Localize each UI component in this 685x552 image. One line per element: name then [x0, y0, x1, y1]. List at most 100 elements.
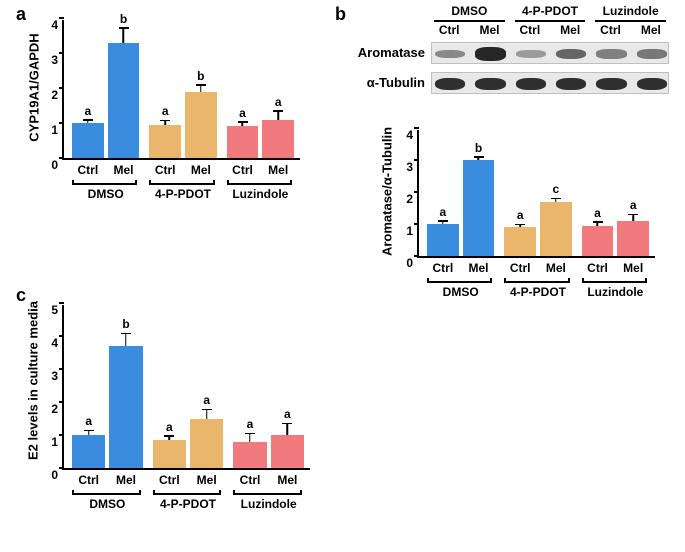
x-tick-label: Mel	[623, 261, 643, 275]
wb-band	[556, 49, 586, 59]
wb-row-label: α-Tubulin	[353, 75, 425, 90]
error-cap	[121, 333, 131, 335]
error-bar	[249, 433, 251, 441]
wb-group-underline	[595, 20, 666, 22]
wb-sub-label: Mel	[641, 23, 661, 37]
y-tick-mark	[414, 127, 419, 129]
x-tick-label: Mel	[197, 473, 217, 487]
bar	[72, 435, 105, 468]
y-tick-label: 2	[51, 402, 64, 416]
error-bar	[125, 333, 127, 346]
bar	[463, 160, 495, 256]
x-tick-label: Mel	[468, 261, 488, 275]
wb-row-label: Aromatase	[353, 45, 425, 60]
group-label: DMSO	[88, 187, 124, 201]
y-tick-mark	[59, 335, 64, 337]
significance-letter: a	[594, 206, 601, 220]
wb-group-label: 4-P-PDOT	[522, 4, 578, 18]
bar	[540, 202, 572, 256]
panel-b-plot: 01234CtrlMelDMSOCtrlMel4-P-PDOTCtrlMelLu…	[417, 130, 655, 258]
bar	[153, 440, 186, 468]
y-tick-label: 0	[51, 468, 64, 482]
significance-letter: a	[84, 104, 91, 118]
x-tick-label: Mel	[191, 163, 211, 177]
bar	[190, 419, 223, 468]
group-bracket	[233, 490, 302, 495]
wb-band	[596, 78, 626, 91]
significance-letter: a	[275, 95, 282, 109]
group-label: DMSO	[443, 285, 479, 299]
error-cap	[628, 214, 638, 216]
significance-letter: a	[85, 414, 92, 428]
significance-letter: a	[239, 106, 246, 120]
y-tick-label: 2	[406, 192, 419, 206]
wb-track	[431, 42, 669, 64]
x-tick-label: Ctrl	[432, 261, 453, 275]
bar	[227, 126, 259, 158]
x-axis-labels: CtrlMelDMSOCtrlMel4-P-PDOTCtrlMelLuzindo…	[64, 470, 312, 530]
x-tick-label: Ctrl	[240, 473, 261, 487]
x-tick-label: Ctrl	[155, 163, 176, 177]
wb-sub-label: Mel	[479, 23, 499, 37]
panel-a-plot: 01234CtrlMelDMSOCtrlMel4-P-PDOTCtrlMelLu…	[62, 20, 300, 160]
group-bracket	[149, 180, 214, 185]
error-cap	[273, 110, 283, 112]
panel-c-plot: 012345CtrlMelDMSOCtrlMel4-P-PDOTCtrlMelL…	[62, 305, 310, 470]
y-tick-label: 1	[406, 224, 419, 238]
panel-a-ytitle: CYP19A1/GAPDH	[27, 18, 42, 158]
y-tick-mark	[414, 191, 419, 193]
significance-letter: a	[203, 393, 210, 407]
bar	[582, 226, 614, 256]
x-tick-label: Mel	[546, 261, 566, 275]
wb-group-underline	[434, 20, 505, 22]
group-bracket	[72, 490, 141, 495]
y-tick-label: 0	[406, 256, 419, 270]
panel-c-ytitle: E2 levels in culture media	[26, 286, 41, 476]
error-bar	[123, 28, 125, 43]
error-cap	[238, 121, 248, 123]
significance-letter: a	[247, 417, 254, 431]
error-cap	[515, 224, 525, 226]
wb-track	[431, 72, 669, 94]
bar	[262, 120, 294, 159]
bar	[108, 43, 140, 159]
y-tick-label: 1	[51, 123, 64, 137]
x-tick-label: Ctrl	[159, 473, 180, 487]
significance-letter: a	[630, 198, 637, 212]
y-tick-mark	[59, 122, 64, 124]
y-tick-mark	[59, 17, 64, 19]
error-cap	[83, 119, 93, 121]
y-tick-mark	[414, 159, 419, 161]
y-tick-mark	[59, 157, 64, 159]
y-tick-label: 1	[51, 435, 64, 449]
wb-band	[637, 49, 667, 59]
group-bracket	[227, 180, 292, 185]
y-tick-label: 2	[51, 88, 64, 102]
significance-letter: b	[120, 12, 127, 26]
x-tick-label: Mel	[277, 473, 297, 487]
y-tick-label: 4	[51, 336, 64, 350]
error-cap	[202, 409, 212, 411]
bar	[149, 125, 181, 158]
y-tick-label: 0	[51, 158, 64, 172]
y-tick-label: 5	[51, 303, 64, 317]
error-cap	[164, 435, 174, 437]
wb-sub-label: Ctrl	[519, 23, 540, 37]
y-tick-mark	[59, 52, 64, 54]
wb-sub-label: Ctrl	[439, 23, 460, 37]
panel-a-chart: CYP19A1/GAPDH 01234CtrlMelDMSOCtrlMel4-P…	[10, 10, 320, 235]
significance-letter: a	[517, 208, 524, 222]
group-label: Luzindole	[587, 285, 643, 299]
error-cap	[474, 156, 484, 158]
error-cap	[551, 198, 561, 200]
error-bar	[287, 423, 289, 435]
x-tick-label: Ctrl	[78, 473, 99, 487]
group-bracket	[153, 490, 222, 495]
panel-a: a CYP19A1/GAPDH 01234CtrlMelDMSOCtrlMel4…	[10, 0, 320, 235]
panel-b-label: b	[335, 4, 346, 25]
error-bar	[277, 111, 279, 120]
error-cap	[593, 221, 603, 223]
bar	[427, 224, 459, 256]
wb-group-label: DMSO	[451, 4, 487, 18]
group-label: 4-P-PDOT	[160, 497, 216, 511]
